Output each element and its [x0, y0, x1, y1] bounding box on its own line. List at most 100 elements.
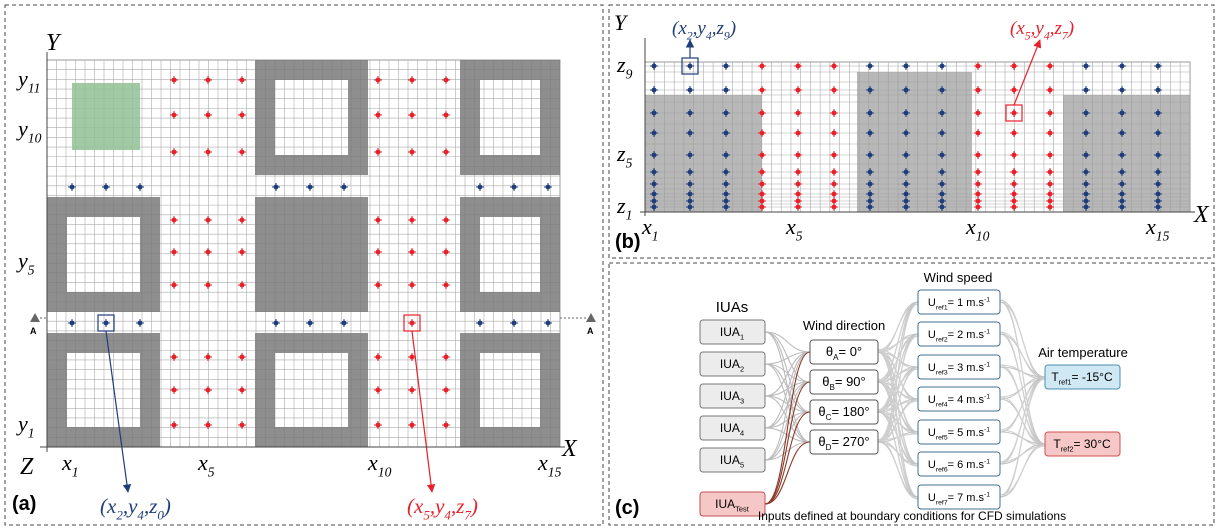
grid-point — [374, 386, 382, 394]
point-dot — [1083, 152, 1089, 158]
z-label: z9 — [616, 52, 633, 82]
point-dot — [103, 320, 109, 326]
grid-point — [1154, 168, 1162, 176]
point-dot — [443, 77, 449, 83]
grid-point — [650, 190, 658, 198]
point-dot — [1155, 191, 1161, 197]
point-dot — [903, 181, 909, 187]
iua-label: IUA1 — [720, 325, 744, 342]
grid-point — [306, 319, 314, 327]
point-dot — [239, 387, 245, 393]
point-dot — [867, 181, 873, 187]
point-dot — [1011, 204, 1017, 210]
grid-point — [830, 151, 838, 159]
grid-point — [722, 190, 730, 198]
label-part: -1 — [984, 329, 990, 336]
grid-point — [830, 190, 838, 198]
point-dot — [867, 198, 873, 204]
point-dot — [831, 152, 837, 158]
point-dot — [975, 130, 981, 136]
x-label: x15 — [537, 450, 562, 480]
label-part: x — [1145, 214, 1156, 239]
point-dot — [171, 149, 177, 155]
grid-point — [238, 281, 246, 289]
connector — [764, 351, 811, 429]
grid-point — [1082, 168, 1090, 176]
point-dot — [831, 63, 837, 69]
panel-tag: (b) — [615, 231, 641, 253]
grid-point — [1010, 180, 1018, 188]
label-part: ref2 — [936, 336, 948, 343]
label-part: ,z — [1050, 18, 1063, 39]
label-part: T — [1051, 370, 1059, 384]
grid-point — [374, 281, 382, 289]
point-label: (x2,y4,z0) — [100, 494, 171, 522]
grid-point — [758, 109, 766, 117]
point-dot — [795, 191, 801, 197]
label-part: = 270° — [831, 434, 869, 449]
connector — [877, 335, 919, 441]
connector — [877, 409, 919, 467]
grid-point — [1118, 62, 1126, 70]
label-part: -1 — [984, 459, 990, 466]
grid-point — [866, 190, 874, 198]
point-dot — [1083, 87, 1089, 93]
panel-border — [4, 4, 604, 526]
label-part: z — [616, 193, 626, 218]
point-dot — [903, 63, 909, 69]
point-dot — [975, 181, 981, 187]
grid-point — [650, 203, 658, 211]
label-part: 2 — [687, 30, 693, 43]
iua-label: IUA4 — [720, 421, 744, 438]
point-dot — [409, 387, 415, 393]
grid-point — [902, 109, 910, 117]
grid-point — [442, 353, 450, 361]
point-dot — [409, 320, 415, 326]
point-dot — [687, 152, 693, 158]
connector — [877, 303, 919, 441]
label-part: 4 — [137, 507, 144, 522]
label-part: ,y — [693, 18, 707, 39]
point-dot — [975, 198, 981, 204]
point-dot — [687, 204, 693, 210]
speed-label: Uref5= 5 m.s-1 — [928, 427, 990, 442]
grid-point — [758, 129, 766, 137]
grid-point — [238, 248, 246, 256]
label-part: B — [829, 383, 834, 392]
point-dot — [867, 169, 873, 175]
point-dot — [687, 169, 693, 175]
x-label: x15 — [1145, 214, 1170, 244]
grid-point — [102, 183, 110, 191]
connector — [764, 363, 811, 413]
label-part: 4 — [1044, 30, 1050, 43]
grid-point — [68, 183, 76, 191]
grid-point — [408, 421, 416, 429]
point-dot — [651, 181, 657, 187]
grid-point — [1010, 62, 1018, 70]
grid-point — [866, 180, 874, 188]
grid-point — [1154, 180, 1162, 188]
grid-point — [650, 129, 658, 137]
label-part: 10 — [976, 229, 990, 244]
point-dot — [1155, 181, 1161, 187]
label-part: Test — [735, 505, 750, 514]
grid-point — [938, 129, 946, 137]
point-dot — [511, 184, 517, 190]
point-dot — [341, 320, 347, 326]
label-part: = 2 m.s — [948, 329, 985, 341]
section-marker — [30, 313, 40, 322]
grid-point — [830, 62, 838, 70]
point-dot — [443, 282, 449, 288]
section-label: A — [30, 326, 37, 336]
grid-point — [374, 248, 382, 256]
point-dot — [975, 87, 981, 93]
column-title: Wind direction — [803, 318, 885, 333]
point-dot — [795, 169, 801, 175]
grid-point — [1118, 129, 1126, 137]
point-dot — [759, 152, 765, 158]
arrow — [1013, 39, 1042, 106]
point-dot — [723, 63, 729, 69]
point-dot — [171, 77, 177, 83]
grid-point — [408, 248, 416, 256]
point-dot — [867, 204, 873, 210]
